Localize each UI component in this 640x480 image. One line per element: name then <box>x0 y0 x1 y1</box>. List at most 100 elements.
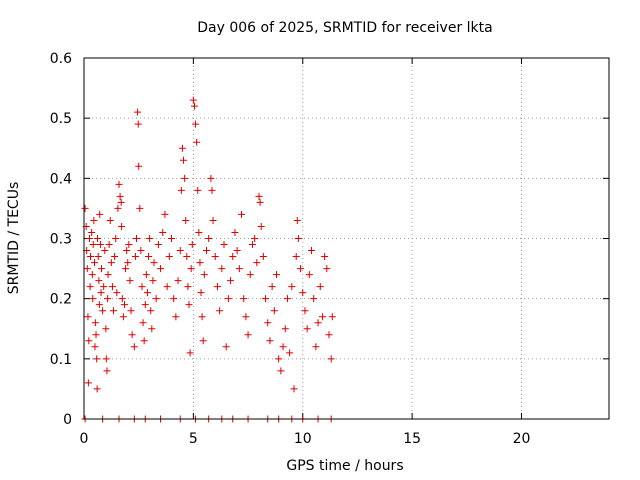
x-tick-label: 15 <box>403 431 421 447</box>
data-point <box>220 241 228 249</box>
data-point <box>93 355 101 363</box>
data-point <box>292 253 300 261</box>
data-point <box>216 307 224 315</box>
data-point <box>268 283 276 291</box>
data-point <box>321 253 329 261</box>
data-point <box>325 331 333 339</box>
data-point <box>281 325 289 333</box>
data-point <box>104 295 112 303</box>
data-point <box>99 307 107 315</box>
grid-lines <box>84 58 609 419</box>
data-point <box>135 162 143 170</box>
data-point <box>122 265 130 273</box>
y-tick-label: 0.2 <box>50 292 72 308</box>
data-points <box>81 96 336 423</box>
data-point <box>192 120 200 128</box>
x-tick-label: 0 <box>80 431 89 447</box>
data-point <box>177 186 185 194</box>
data-point <box>154 241 162 249</box>
data-point <box>159 228 167 236</box>
data-point <box>118 295 126 303</box>
data-point <box>246 271 254 279</box>
data-point <box>163 283 171 291</box>
data-point <box>283 295 291 303</box>
data-point <box>199 337 207 345</box>
data-point <box>131 253 139 261</box>
data-point <box>194 186 202 194</box>
data-point <box>120 301 128 309</box>
data-point <box>209 216 217 224</box>
data-point <box>273 271 280 279</box>
data-point <box>102 355 110 363</box>
data-point <box>103 367 111 375</box>
data-point <box>224 295 232 303</box>
data-point <box>257 222 265 230</box>
data-point <box>279 343 287 351</box>
data-point <box>196 259 204 267</box>
data-point <box>233 247 241 255</box>
data-point <box>84 379 92 387</box>
data-point <box>189 96 197 104</box>
data-point <box>197 289 205 297</box>
data-point <box>125 241 133 249</box>
data-point <box>208 186 216 194</box>
data-point <box>148 325 156 333</box>
data-point <box>107 259 115 267</box>
data-point <box>145 253 153 261</box>
data-point <box>119 313 127 321</box>
data-point <box>181 174 189 182</box>
data-point <box>89 295 97 303</box>
y-tick-label: 0.4 <box>50 171 72 187</box>
data-point <box>180 156 188 164</box>
data-point <box>183 253 191 261</box>
data-point <box>102 325 110 333</box>
data-point <box>149 277 157 285</box>
data-point <box>242 313 250 321</box>
tick-labels: 0 0.1 0.2 0.3 0.4 0.5 0.6 0 5 10 15 20 <box>50 51 531 447</box>
data-point <box>328 313 336 321</box>
data-point <box>253 259 261 267</box>
data-point <box>88 228 96 236</box>
x-axis-label: GPS time / hours <box>286 458 403 474</box>
data-point <box>195 228 203 236</box>
y-axis-label: SRMTID / TECUs <box>6 182 22 295</box>
data-point <box>256 198 264 206</box>
data-point <box>108 283 116 291</box>
data-point <box>86 283 94 291</box>
data-point <box>193 138 201 146</box>
data-point <box>85 235 93 242</box>
data-point <box>85 337 93 345</box>
data-point <box>286 349 294 357</box>
data-point <box>310 295 318 303</box>
data-point <box>229 253 237 261</box>
data-point <box>89 241 97 249</box>
data-point <box>142 271 150 279</box>
data-point <box>301 307 309 315</box>
data-point <box>293 216 301 224</box>
data-point <box>231 228 239 236</box>
data-point <box>126 277 134 285</box>
data-point <box>185 301 193 309</box>
data-point <box>118 222 126 230</box>
data-point <box>91 343 99 351</box>
data-point <box>112 235 120 242</box>
data-point <box>186 349 194 357</box>
data-point <box>146 235 154 242</box>
data-point <box>176 247 184 255</box>
data-point <box>100 283 108 291</box>
data-point <box>288 283 296 291</box>
data-point <box>305 271 313 279</box>
data-point <box>101 247 109 255</box>
data-point <box>124 259 132 267</box>
data-point <box>106 216 114 224</box>
y-tick-label: 0.1 <box>50 352 72 368</box>
data-point <box>84 313 92 321</box>
data-point <box>235 265 243 273</box>
data-point <box>113 289 121 297</box>
data-point <box>316 283 324 291</box>
y-tick-label: 0.3 <box>50 232 72 248</box>
data-point <box>136 204 144 212</box>
data-point <box>91 319 99 327</box>
data-point <box>264 319 272 327</box>
data-point <box>134 120 142 128</box>
